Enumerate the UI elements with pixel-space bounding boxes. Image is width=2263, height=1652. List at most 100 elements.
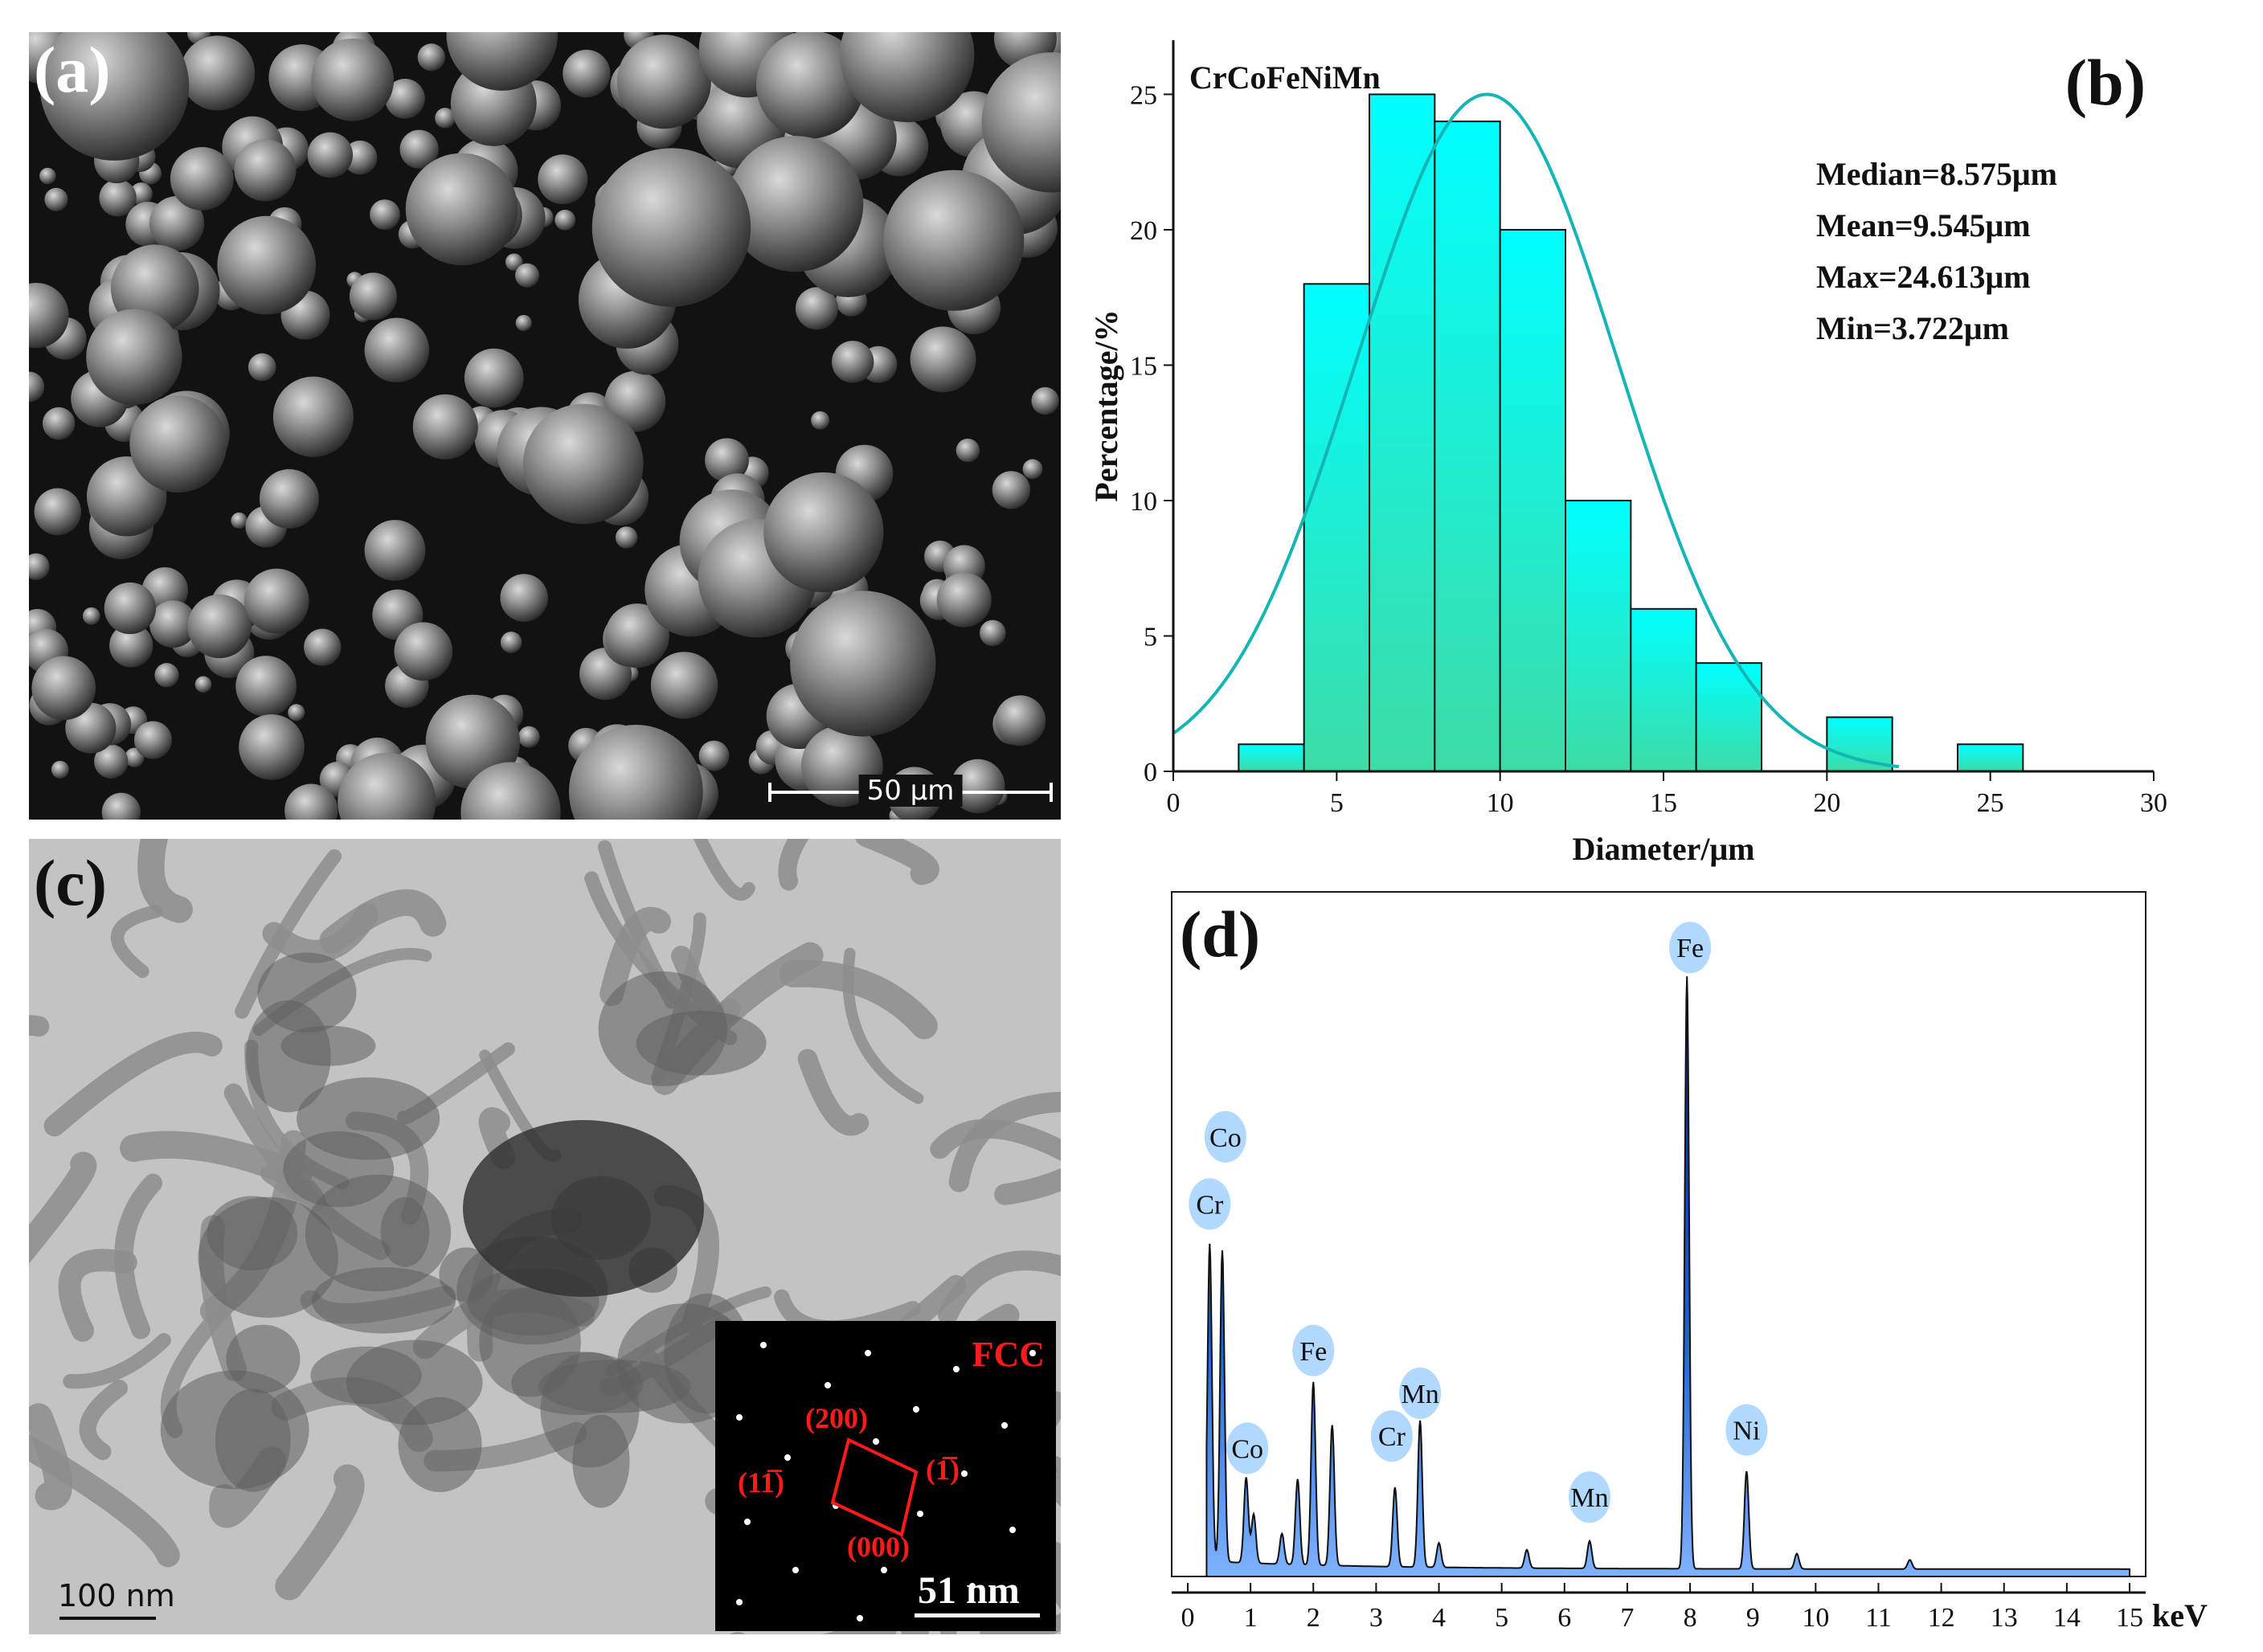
tem-cluster xyxy=(479,1287,581,1397)
x-tick-label: 8 xyxy=(1684,1603,1697,1633)
sem-particle xyxy=(514,263,540,288)
tem-strand xyxy=(275,1464,365,1601)
peak-label-bubble xyxy=(1725,1404,1768,1456)
y-axis-title: Percentage/% xyxy=(1088,309,1124,501)
tem-strand xyxy=(693,839,755,901)
x-tick-label: 14 xyxy=(2053,1603,2081,1633)
x-tick-label: 6 xyxy=(1557,1603,1571,1633)
sem-particle xyxy=(101,792,141,820)
sem-particle xyxy=(992,471,1031,509)
sem-particle xyxy=(698,740,730,771)
sem-particle xyxy=(288,704,305,722)
sem-particle xyxy=(42,407,76,440)
panel-label-c: (c) xyxy=(34,846,108,919)
tem-cluster xyxy=(346,1339,483,1425)
x-tick-label: 10 xyxy=(1487,788,1514,818)
histogram-bar xyxy=(1499,228,1567,773)
saed-scale-label: 51 nm xyxy=(918,1569,1020,1612)
saed-spot xyxy=(1029,1350,1036,1356)
y-tick-label: 0 xyxy=(1144,758,1157,787)
sem-particle xyxy=(568,725,703,820)
sem-particle xyxy=(705,438,749,483)
peak-label: Co xyxy=(1209,1123,1242,1153)
sem-particle xyxy=(883,170,1025,311)
sem-particle xyxy=(349,272,397,321)
histogram-bar xyxy=(1630,607,1697,772)
sem-particle xyxy=(304,628,342,666)
saed-spot xyxy=(881,1567,887,1573)
histogram-bar xyxy=(1303,283,1370,773)
x-tick-label: 4 xyxy=(1432,1603,1446,1633)
sem-particle xyxy=(554,209,576,231)
sem-particle xyxy=(39,167,56,185)
sem-particle xyxy=(51,760,69,779)
x-axis-title: Diameter/μm xyxy=(1572,831,1754,867)
saed-spot xyxy=(857,1615,863,1621)
tem-image-panel: (c) 100 nm FCC (200) (11̅̅) (1̅̅̅) (000)… xyxy=(29,839,1061,1634)
saed-spot xyxy=(736,1599,743,1605)
sem-particle xyxy=(104,582,156,635)
x-tick-label: 25 xyxy=(1977,788,2004,818)
sem-particle xyxy=(370,199,400,231)
saed-spot xyxy=(760,1342,767,1348)
sem-particle xyxy=(615,526,638,549)
sem-particle xyxy=(832,341,874,383)
sem-particle xyxy=(956,438,980,463)
histogram-bar xyxy=(1957,743,2024,773)
y-tick-label: 15 xyxy=(1130,351,1157,381)
histogram-bar xyxy=(1238,743,1305,773)
peak-label-bubble xyxy=(1569,1471,1611,1523)
tem-strand xyxy=(29,1151,97,1264)
tem-cluster xyxy=(226,1324,301,1393)
tem-strand xyxy=(994,1167,1061,1205)
sem-particle xyxy=(394,622,453,681)
peak-label: Cr xyxy=(1378,1422,1406,1452)
sem-particle xyxy=(446,32,558,91)
sem-particle xyxy=(34,488,82,536)
tem-cluster xyxy=(257,952,357,1033)
tem-strand xyxy=(137,839,193,923)
sem-particle xyxy=(149,196,205,251)
tem-scale-bar xyxy=(59,1617,156,1620)
sem-particle xyxy=(133,721,172,759)
histogram-chart: 0 5 10 15 20 25 30 0 5 10 15 20 25 Diameter/μm Percent… xyxy=(1088,40,2167,867)
sem-particle xyxy=(500,632,522,653)
peak-label-bubble xyxy=(1204,1110,1246,1163)
saed-scale-bar xyxy=(915,1613,1040,1617)
x-tick-label: 15 xyxy=(1650,788,1677,818)
peak-label: Co xyxy=(1231,1434,1263,1464)
saed-spot xyxy=(865,1350,871,1356)
saed-pattern xyxy=(736,1342,1036,1621)
eds-panel: Co Cr Co Fe Cr Mn Mn Fe Ni 0 1 2 3 4 5 6 7 8 9 10 11 12 13 14 15… xyxy=(1069,876,2263,1647)
tem-strand xyxy=(778,839,809,891)
peak-label: Fe xyxy=(1299,1337,1327,1367)
saed-spot xyxy=(744,1519,751,1525)
sem-particle xyxy=(29,282,69,349)
saed-spot xyxy=(969,1583,976,1589)
tem-strand xyxy=(114,1173,163,1339)
sem-particle xyxy=(231,512,248,529)
sem-particle xyxy=(31,656,96,721)
sem-particle xyxy=(790,591,936,737)
tem-cluster xyxy=(305,1174,452,1292)
sem-particle xyxy=(39,32,190,161)
tem-cluster xyxy=(280,1025,376,1066)
peak-label-bubble xyxy=(1370,1410,1413,1462)
sem-particle xyxy=(980,620,1006,647)
sem-scale-label: 50 μm xyxy=(858,775,963,807)
x-tick-label: 7 xyxy=(1620,1603,1634,1633)
sem-particle xyxy=(194,676,212,693)
peak-label: Ni xyxy=(1733,1417,1760,1446)
tem-dense-cluster xyxy=(463,1120,704,1297)
sem-particle xyxy=(239,714,305,780)
x-tick-label: 2 xyxy=(1307,1603,1320,1633)
saed-spot xyxy=(953,1366,960,1372)
sem-particle xyxy=(82,607,100,625)
saed-index-11-1: (11̅̅) xyxy=(738,1466,784,1499)
sem-particle xyxy=(936,572,992,628)
stat-line: Median=8.575μm xyxy=(1816,156,2057,192)
sem-particle xyxy=(515,314,532,332)
stat-line: Mean=9.545μm xyxy=(1816,207,2031,243)
sem-particle xyxy=(435,108,456,129)
tem-scale-label: 100 nm xyxy=(58,1578,175,1613)
